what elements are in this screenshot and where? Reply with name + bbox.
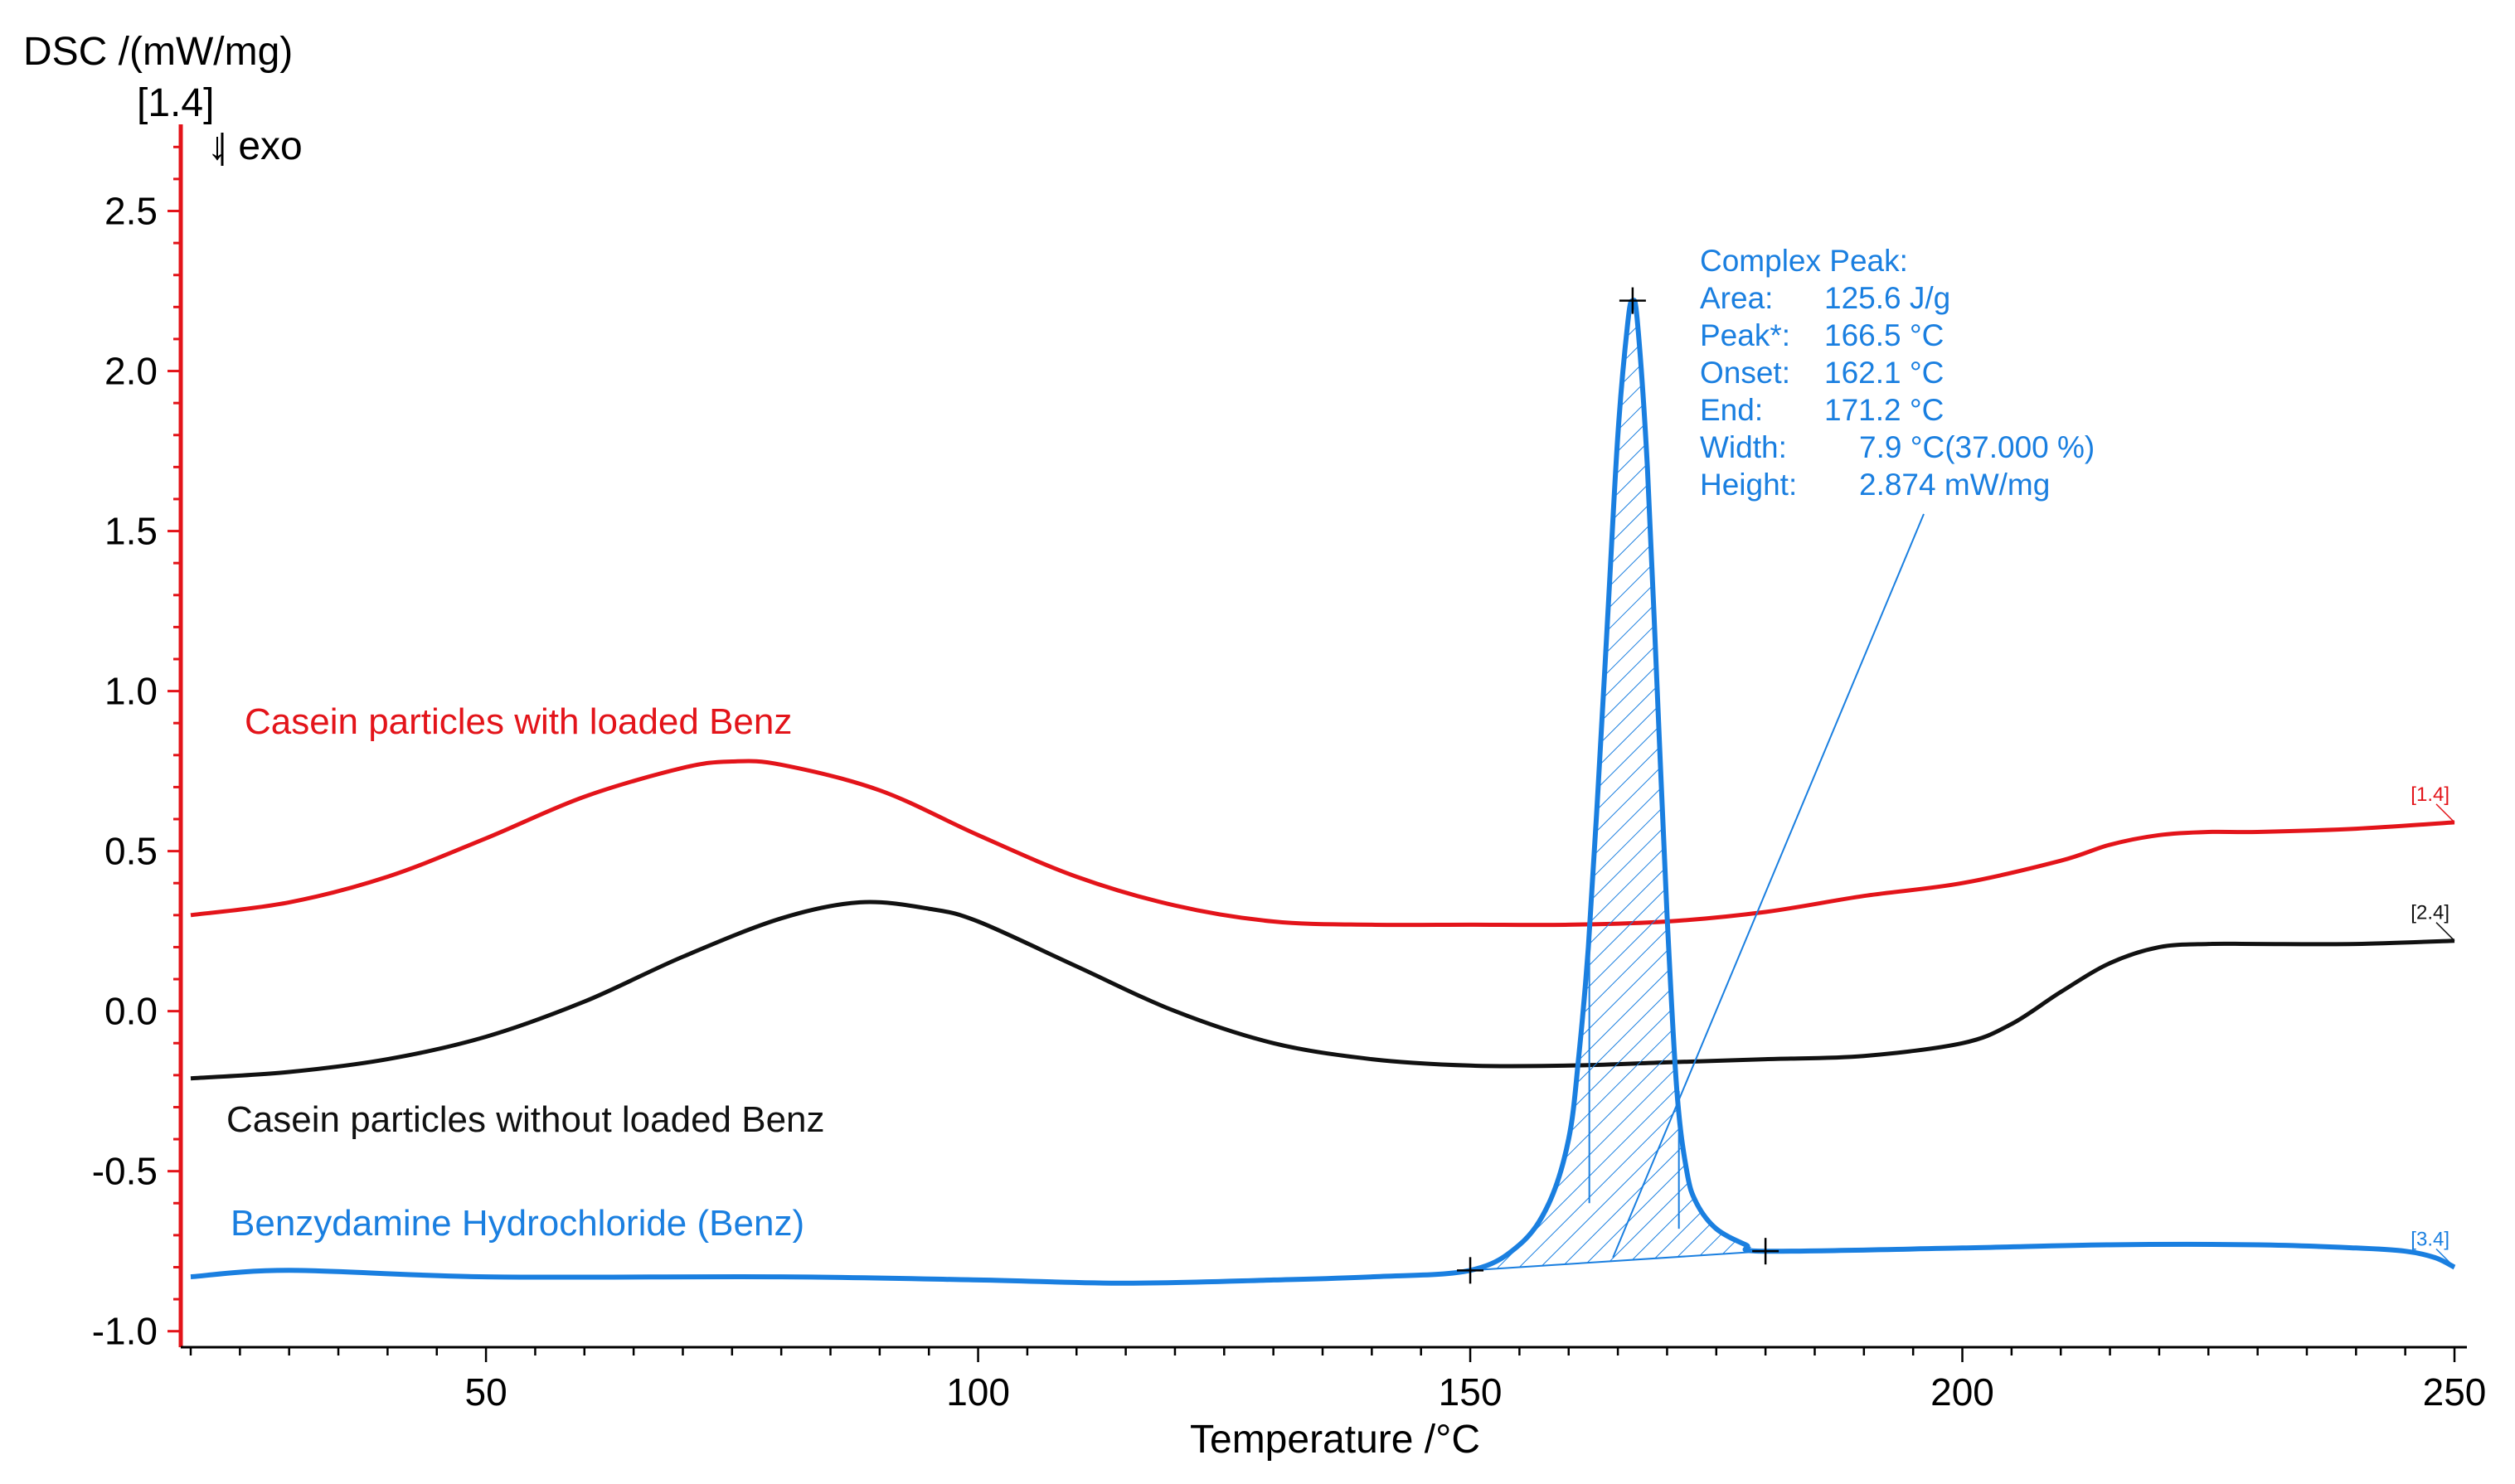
y-tick-label: 0.0 [104,990,158,1033]
y-axis-title: DSC /(mW/mg) [23,30,293,74]
peak-width-label: Width: [1700,430,1787,464]
peak-onset-value: 162.1 °C [1824,356,1944,390]
peak-hatched-area [1470,300,1766,1271]
x-tick-label: 100 [946,1370,1010,1414]
series-label-benzydamine: Benzydamine Hydrochloride (Benz) [231,1203,804,1244]
series-label-casein-loaded: Casein particles with loaded Benz [245,701,792,742]
y-tick-label: 1.5 [104,510,158,553]
peak-info-title: Complex Peak: [1700,244,1908,278]
peak-height-label: Height: [1700,468,1797,502]
peak-height-value: 2.874 mW/mg [1859,468,2050,502]
peak-onset-label: Onset: [1700,356,1790,390]
peak-area-label: Area: [1700,281,1773,315]
peak-end-value: 171.2 °C [1824,393,1944,427]
peak-end-label: End: [1700,393,1763,427]
series-end-label: [2.4] [2411,902,2449,924]
series-end-label: [1.4] [2411,783,2449,806]
peak-leader-line [1612,513,1925,1258]
series-end-connector [2435,803,2455,823]
series-end-connector [2435,922,2455,942]
peak-analysis-layer [1457,287,1925,1284]
series-end-label: [3.4] [2411,1228,2449,1250]
x-tick-label: 150 [1439,1370,1503,1414]
x-tick-label: 50 [465,1370,507,1414]
y-tick-label: -1.0 [92,1310,158,1353]
series-end-connector [2435,1248,2455,1268]
series-line-2 [190,900,2455,1081]
y-tick-label: -0.5 [92,1150,158,1193]
peak-baseline [1469,1250,1766,1272]
peak-info-box: Complex Peak: Area: 125.6 J/g Peak*: 166… [1700,244,2095,502]
peak-area-value: 125.6 J/g [1824,281,1950,315]
y-segment-marker: [1.4] [137,81,214,125]
axes-layer: 2.5 2.0 1.5 1.0 0.5 0.0 -0.5 -1.0 50 100 150 200 250 [92,124,2487,1414]
x-axis-title: Temperature /°C [1190,1418,1480,1462]
series-label-casein-unloaded: Casein particles without loaded Benz [226,1099,825,1140]
peak-temp-value: 166.5 °C [1824,318,1944,352]
y-tick-label: 1.0 [104,670,158,713]
exo-direction-label: ↓ exo [207,124,303,168]
peak-temp-label: Peak*: [1700,318,1790,352]
peak-width-value: 7.9 °C(37.000 %) [1859,430,2095,464]
y-tick-label: 0.5 [104,830,158,873]
x-tick-label: 250 [2423,1370,2487,1414]
x-tick-label: 200 [1930,1370,1994,1414]
y-tick-label: 2.5 [104,190,158,233]
series-line-1 [190,759,2455,928]
y-tick-label: 2.0 [104,350,158,393]
